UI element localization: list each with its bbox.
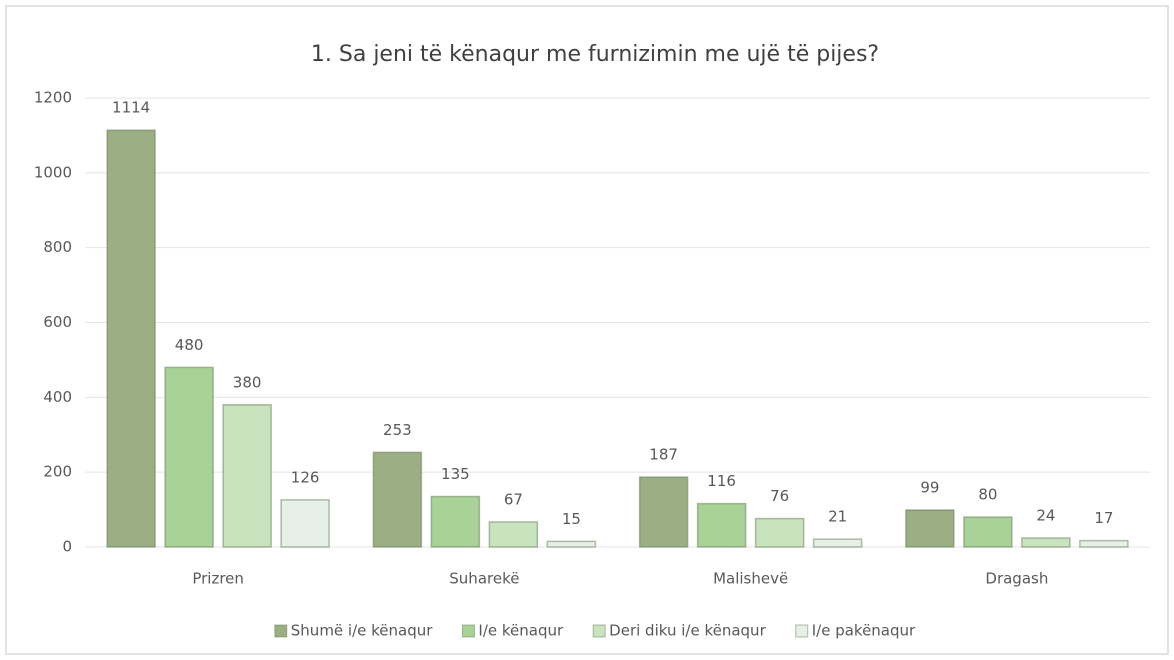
- legend-swatch: [592, 624, 606, 638]
- bar: [754, 517, 805, 548]
- bar: [372, 451, 423, 548]
- bar: [696, 502, 747, 548]
- data-label: 1114: [112, 99, 150, 117]
- data-label: 76: [770, 487, 789, 505]
- data-label: 67: [504, 490, 523, 508]
- bar: [963, 516, 1013, 548]
- y-tick-label: 800: [43, 238, 72, 256]
- data-label: 380: [233, 373, 262, 391]
- legend-swatch: [274, 624, 288, 638]
- legend-label: I/e pakënaqur: [812, 622, 916, 640]
- legend-label: I/e kënaqur: [478, 622, 564, 640]
- y-tick-label: 0: [62, 538, 72, 556]
- y-tick-label: 200: [43, 463, 72, 481]
- data-label: 24: [1036, 507, 1055, 525]
- data-label: 21: [828, 508, 847, 526]
- x-tick-label: Prizren: [192, 570, 244, 588]
- legend-label: Shumë i/e kënaqur: [291, 622, 433, 640]
- bar: [1079, 539, 1129, 548]
- data-label: 15: [562, 510, 581, 528]
- legend-swatch: [461, 624, 475, 638]
- data-label: 187: [649, 446, 678, 464]
- data-label: 253: [383, 421, 412, 439]
- y-tick-label: 600: [43, 313, 72, 331]
- y-tick-label: 400: [43, 388, 72, 406]
- bar: [430, 495, 481, 548]
- data-label: 116: [707, 472, 736, 490]
- legend-label: Deri diku i/e kënaqur: [609, 622, 766, 640]
- bar: [905, 509, 955, 548]
- bar: [546, 540, 597, 548]
- chart-title: 1. Sa jeni të kënaqur me furnizimin me u…: [311, 42, 879, 67]
- bar: [1021, 537, 1071, 548]
- bar: [638, 476, 689, 548]
- bar: [106, 129, 156, 548]
- bar: [164, 366, 214, 548]
- data-label: 126: [291, 468, 320, 486]
- y-tick-label: 1200: [34, 89, 72, 107]
- chart-frame: [5, 5, 1169, 655]
- bar: [488, 521, 539, 548]
- data-label: 99: [920, 478, 939, 496]
- bar: [812, 538, 863, 548]
- legend-swatch: [795, 624, 809, 638]
- bar: [280, 499, 330, 548]
- y-tick-label: 1000: [34, 163, 72, 181]
- data-label: 80: [978, 486, 997, 504]
- bar: [222, 404, 272, 548]
- data-label: 17: [1094, 509, 1113, 527]
- x-tick-label: Dragash: [985, 570, 1048, 588]
- x-tick-label: Suharekë: [449, 570, 519, 588]
- x-tick-label: Malishevë: [713, 570, 788, 588]
- data-label: 480: [175, 336, 204, 354]
- data-label: 135: [441, 465, 470, 483]
